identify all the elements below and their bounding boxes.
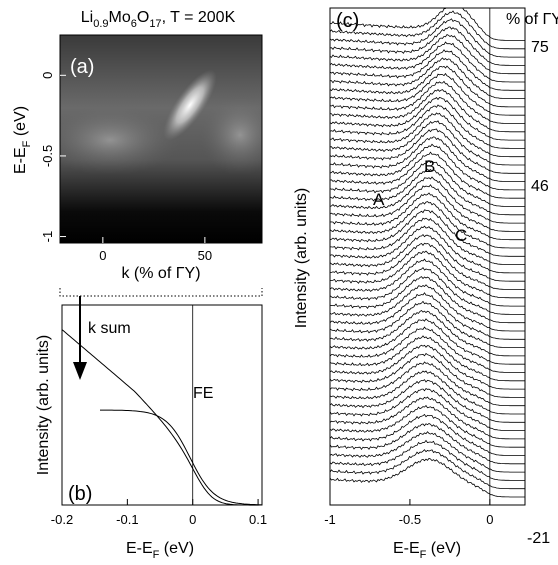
x-tick-label: 0 [99, 248, 106, 263]
edc-curve [330, 10, 525, 50]
panel-label: (b) [68, 483, 92, 505]
x-axis-label: E-EF (eV) [126, 540, 194, 561]
x-tick-label: -0.5 [399, 512, 421, 527]
edc-curve [330, 387, 525, 431]
edc-curve [330, 159, 525, 207]
x-tick-label: -0.1 [116, 512, 138, 527]
edc-curve [330, 250, 525, 299]
edc-curve [330, 318, 525, 365]
edc-curve [330, 97, 525, 141]
y-axis-label: E-EF (eV) [12, 106, 33, 174]
edc-curve [330, 65, 525, 108]
x-tick-label: -0.2 [51, 512, 73, 527]
edc-curve [330, 335, 525, 382]
edc-curve [330, 128, 525, 174]
edc-curve [330, 201, 525, 249]
edc-curve [330, 151, 525, 199]
edc-curve [330, 57, 525, 99]
edc-curve [330, 112, 525, 158]
k-sum-curve [61, 329, 262, 506]
edc-curve [330, 370, 525, 415]
arrow-head [73, 362, 87, 380]
x-axis-label: k (% of ΓY) [121, 265, 200, 282]
edc-curve [330, 439, 525, 481]
edc-curve [330, 361, 525, 407]
edc-curve [330, 225, 525, 274]
edc-curve [330, 266, 525, 315]
edc-curve [330, 72, 525, 116]
annotation: FE [193, 385, 213, 402]
edc-curve [330, 326, 525, 373]
edc-curve [330, 284, 525, 332]
edc-curve [330, 258, 525, 307]
edc-curve [330, 449, 525, 490]
edc-curve [330, 423, 525, 465]
peak-label: C [455, 226, 467, 245]
panel-label: (c) [336, 10, 359, 32]
edc-curve [330, 457, 525, 498]
edc-curve [330, 292, 525, 340]
edc-curve [330, 49, 525, 91]
edc-curve [330, 352, 525, 398]
right-label: 46 [531, 178, 549, 195]
edc-curve [330, 168, 525, 216]
right-label: -21 [527, 530, 550, 547]
y-tick-label: 0 [40, 72, 55, 79]
edc-curve [330, 209, 525, 257]
right-header: % of ΓY [506, 11, 558, 28]
y-tick-label: -1 [40, 231, 55, 243]
panel-c-frame [329, 7, 526, 506]
edc-curve [330, 104, 525, 149]
edc-curve [330, 379, 525, 423]
peak-label: A [373, 190, 385, 209]
edc-curve [330, 344, 525, 390]
arpes-image [60, 35, 262, 243]
x-tick-label: -1 [324, 512, 336, 527]
panel-a-frame [59, 34, 263, 244]
x-tick-label: 50 [198, 248, 212, 263]
edc-curve [330, 242, 525, 290]
x-tick-label: 0 [486, 512, 493, 527]
edc-curve [330, 404, 525, 448]
edc-curve [330, 217, 525, 265]
panel-a-title: Li0.9Mo6O17, T = 200K [81, 9, 236, 30]
panel-b-frame [61, 304, 263, 506]
y-axis-label: Intensity (arb. units) [35, 335, 52, 476]
peak-label: B [424, 157, 435, 176]
edc-curve [330, 120, 525, 166]
edc-curve [330, 192, 525, 241]
edc-curve [330, 26, 525, 66]
edc-curve [330, 33, 525, 75]
edc-curve [330, 309, 525, 357]
edc-curve [330, 276, 525, 324]
panel-label: (a) [70, 56, 94, 78]
edc-curve [330, 431, 525, 473]
edc-curve [330, 136, 525, 182]
edc-curve [330, 8, 525, 41]
edc-curve [330, 143, 525, 191]
right-label: 75 [531, 39, 549, 56]
edc-curve [330, 89, 525, 133]
edc-curve [330, 396, 525, 440]
edc-curve [330, 300, 525, 348]
x-axis-label: E-EF (eV) [393, 540, 461, 561]
edc-curve [330, 18, 525, 58]
edc-curve [330, 41, 525, 83]
edc-curve [330, 176, 525, 224]
y-axis-label: Intensity (arb. units) [293, 188, 310, 329]
fe-curve [100, 409, 263, 506]
edc-stack [330, 8, 525, 498]
annotation: k sum [88, 320, 131, 337]
edc-curve [330, 413, 525, 456]
x-tick-label: 0 [189, 512, 196, 527]
y-tick-label: -0.5 [40, 145, 55, 167]
edc-curve [330, 233, 525, 282]
bracket [59, 288, 263, 297]
edc-curve [330, 184, 525, 232]
x-tick-label: 0.1 [249, 512, 267, 527]
edc-curve [330, 80, 525, 124]
